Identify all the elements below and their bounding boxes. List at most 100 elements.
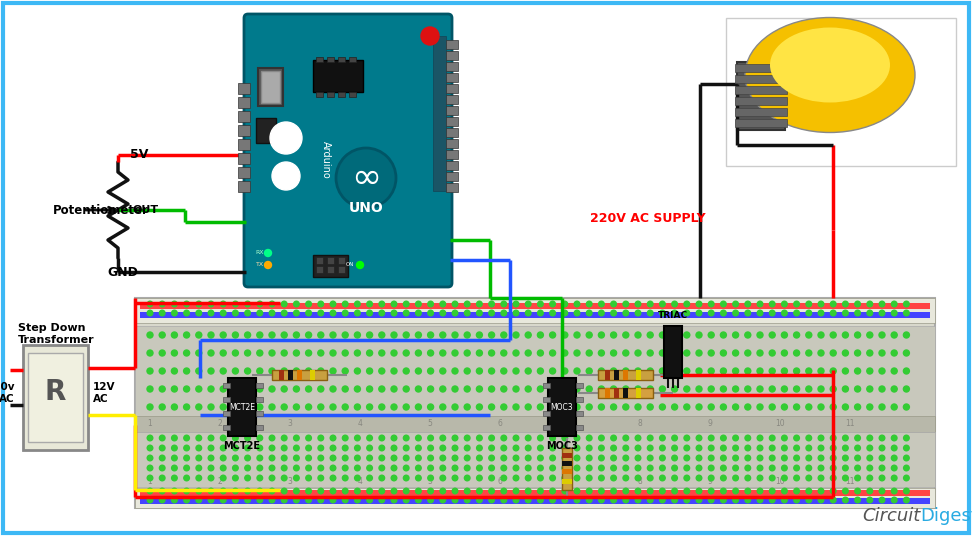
Circle shape [623, 435, 629, 441]
Circle shape [245, 350, 251, 356]
Text: 6: 6 [498, 420, 503, 428]
Circle shape [818, 332, 824, 338]
Circle shape [623, 350, 629, 356]
Circle shape [770, 475, 775, 481]
Circle shape [586, 455, 592, 461]
Text: MCT2E: MCT2E [229, 403, 255, 412]
Circle shape [904, 488, 909, 494]
Circle shape [599, 404, 605, 410]
Circle shape [781, 455, 787, 461]
Text: 12V
AC: 12V AC [93, 382, 116, 404]
Circle shape [269, 386, 275, 392]
Circle shape [195, 404, 202, 410]
Circle shape [476, 497, 482, 503]
Circle shape [806, 310, 812, 316]
Circle shape [684, 497, 689, 503]
Circle shape [391, 435, 397, 441]
Circle shape [709, 310, 714, 316]
Circle shape [757, 435, 763, 441]
Circle shape [660, 475, 665, 481]
Circle shape [599, 386, 605, 392]
Circle shape [770, 488, 775, 494]
Circle shape [269, 435, 275, 441]
Bar [327, 257, 334, 264]
Circle shape [232, 435, 238, 441]
Circle shape [501, 386, 506, 392]
Circle shape [830, 404, 836, 410]
Circle shape [903, 368, 910, 374]
Circle shape [501, 368, 506, 374]
Circle shape [342, 310, 348, 316]
Circle shape [745, 301, 750, 307]
Text: 1: 1 [148, 420, 153, 428]
Circle shape [574, 475, 580, 481]
Circle shape [867, 350, 873, 356]
Circle shape [623, 455, 629, 461]
Circle shape [818, 368, 824, 374]
Circle shape [562, 497, 568, 503]
Circle shape [428, 404, 434, 410]
Circle shape [526, 465, 531, 471]
Circle shape [330, 497, 335, 503]
Circle shape [366, 404, 372, 410]
Circle shape [208, 301, 214, 307]
Text: ON: ON [346, 263, 354, 267]
Text: 8: 8 [638, 477, 642, 486]
Circle shape [781, 497, 787, 503]
Bar [297, 370, 302, 380]
Bar [223, 411, 230, 416]
Circle shape [476, 332, 482, 338]
Circle shape [513, 386, 519, 392]
Circle shape [904, 310, 909, 316]
Circle shape [550, 310, 555, 316]
Circle shape [428, 465, 434, 471]
Circle shape [147, 455, 153, 461]
Circle shape [854, 310, 860, 316]
Circle shape [599, 475, 605, 481]
Circle shape [526, 435, 531, 441]
Circle shape [733, 455, 739, 461]
Circle shape [672, 497, 677, 503]
Circle shape [818, 435, 824, 441]
Circle shape [854, 350, 860, 356]
Circle shape [489, 455, 495, 461]
Circle shape [379, 332, 385, 338]
Circle shape [525, 332, 532, 338]
Circle shape [830, 475, 836, 481]
Circle shape [794, 445, 799, 451]
Circle shape [184, 386, 190, 392]
Circle shape [415, 350, 422, 356]
Circle shape [781, 445, 787, 451]
Circle shape [159, 445, 165, 451]
Bar [223, 397, 230, 402]
Circle shape [623, 465, 629, 471]
Circle shape [355, 332, 361, 338]
Circle shape [904, 465, 909, 471]
Circle shape [891, 404, 897, 410]
Circle shape [403, 386, 409, 392]
Circle shape [171, 332, 178, 338]
Text: 4: 4 [358, 477, 363, 486]
Circle shape [452, 332, 458, 338]
Circle shape [781, 488, 787, 494]
Circle shape [745, 368, 750, 374]
Circle shape [439, 332, 446, 338]
Circle shape [221, 497, 226, 503]
Circle shape [330, 475, 335, 481]
Circle shape [818, 310, 824, 316]
Circle shape [318, 465, 324, 471]
Circle shape [660, 435, 665, 441]
Circle shape [489, 368, 495, 374]
Bar [735, 86, 787, 94]
Circle shape [172, 435, 177, 441]
Circle shape [586, 350, 592, 356]
FancyBboxPatch shape [3, 3, 969, 533]
Circle shape [379, 386, 385, 392]
Circle shape [550, 445, 555, 451]
Bar [338, 57, 345, 62]
Bar [238, 125, 250, 136]
Circle shape [513, 404, 519, 410]
Circle shape [745, 455, 750, 461]
Bar [316, 92, 323, 97]
Circle shape [830, 368, 836, 374]
